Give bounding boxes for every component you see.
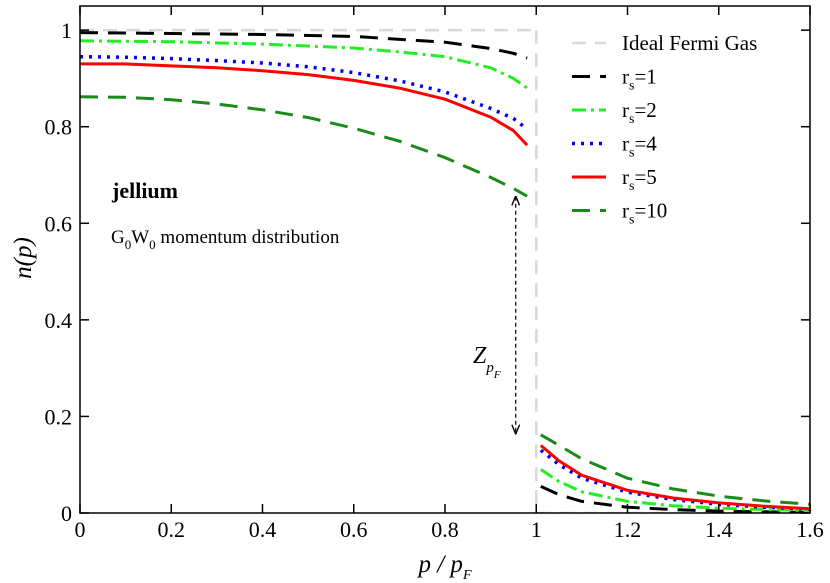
series-line-rs-1	[80, 31, 528, 60]
z-pf-label: ZpF	[473, 343, 501, 381]
x-tick-label: 1.6	[796, 517, 824, 542]
x-tick-label: 0.2	[158, 517, 186, 542]
y-tick-label: 0.8	[45, 115, 73, 140]
series-line-rs-2	[80, 39, 528, 90]
y-axis-title: n(p)	[10, 237, 37, 279]
tick-layer: 0 0.2 0.4 0.6 0.8 1 1.2 1.4 1.6 0 0.2 0.4 0.6 0.8 1	[45, 6, 824, 542]
jellium-label: jellium	[111, 178, 178, 203]
series-line-rs-10	[80, 95, 528, 198]
series-line-rs-10	[540, 433, 810, 506]
x-tick-label: 0.6	[340, 517, 368, 542]
x-tick-label: 0.8	[431, 517, 459, 542]
series-layer	[80, 28, 810, 513]
x-tick-label: 0.4	[249, 517, 277, 542]
legend-label: rs=2	[622, 98, 657, 127]
x-tick-label: 1.2	[614, 517, 642, 542]
plot-frame	[79, 5, 811, 514]
y-tick-label: 0.2	[45, 404, 73, 429]
series-line-rs-1	[540, 485, 810, 513]
series-line-rs-4	[80, 54, 529, 131]
x-tick-label: 1	[531, 517, 542, 542]
series-line-rs-5	[539, 444, 810, 511]
y-tick-label: 0.6	[45, 211, 73, 236]
legend-label: rs=10	[622, 199, 667, 228]
g0w0-label: G0W0 momentum distribution	[111, 227, 340, 252]
y-tick-label: 0.4	[45, 308, 73, 333]
legend-label: Ideal Fermi Gas	[622, 31, 757, 55]
y-tick-label: 0	[61, 501, 72, 526]
x-axis-title: p / pF	[416, 551, 471, 583]
series-line-rs-2	[539, 468, 810, 513]
legend: Ideal Fermi Gas rs=1 rs=2 rs=4 rs=5 rs=10	[572, 31, 757, 228]
x-tick-label: 1.4	[705, 517, 733, 542]
legend-label: rs=1	[622, 65, 657, 94]
series-line-rs-5	[80, 62, 529, 147]
x-tick-label: 0	[75, 517, 86, 542]
legend-label: rs=4	[622, 132, 657, 161]
legend-label: rs=5	[622, 165, 657, 194]
y-tick-label: 1	[61, 18, 72, 43]
